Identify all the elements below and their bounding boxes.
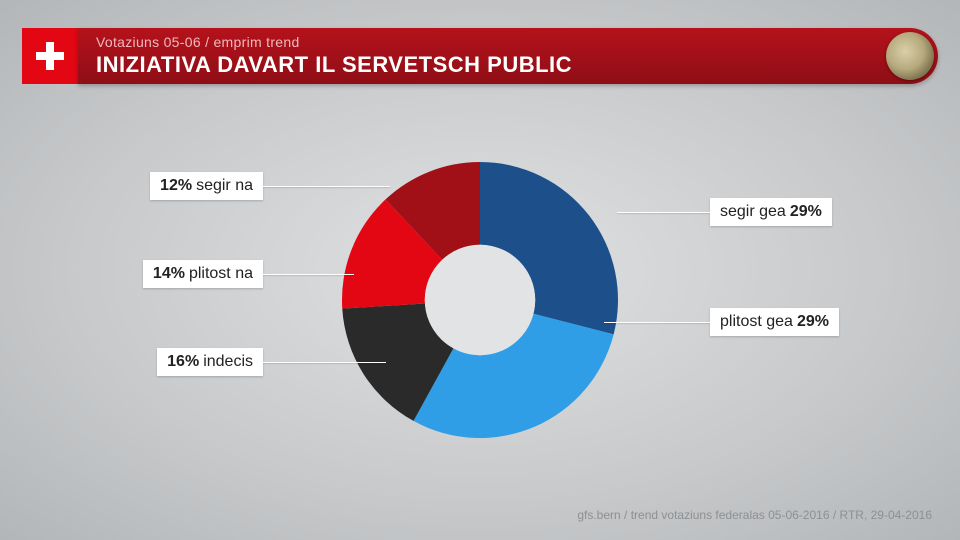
banner-thumbnail (886, 32, 934, 80)
title-banner: Votaziuns 05-06 / emprim trend INIZIATIV… (78, 28, 938, 84)
label-indecis: 16% indecis (157, 348, 263, 376)
credit-line: gfs.bern / trend votaziuns federalas 05-… (577, 508, 932, 522)
label-plitost_gea: plitost gea 29% (710, 308, 839, 336)
swiss-flag-icon (22, 28, 78, 84)
leader-plitost_gea (604, 322, 710, 323)
banner-subtitle: Votaziuns 05-06 / emprim trend (96, 34, 938, 50)
label-segir_na: 12% segir na (150, 172, 263, 200)
donut-svg (340, 160, 620, 440)
donut-chart (0, 120, 960, 480)
leader-segir_na (263, 186, 390, 187)
leader-segir_gea (617, 212, 710, 213)
leader-indecis (263, 362, 386, 363)
label-plitost_na: 14% plitost na (143, 260, 263, 288)
banner-title: INIZIATIVA DAVART IL SERVETSCH PUBLIC (96, 52, 938, 78)
leader-plitost_na (263, 274, 354, 275)
label-segir_gea: segir gea 29% (710, 198, 832, 226)
header-banner: Votaziuns 05-06 / emprim trend INIZIATIV… (22, 26, 938, 86)
